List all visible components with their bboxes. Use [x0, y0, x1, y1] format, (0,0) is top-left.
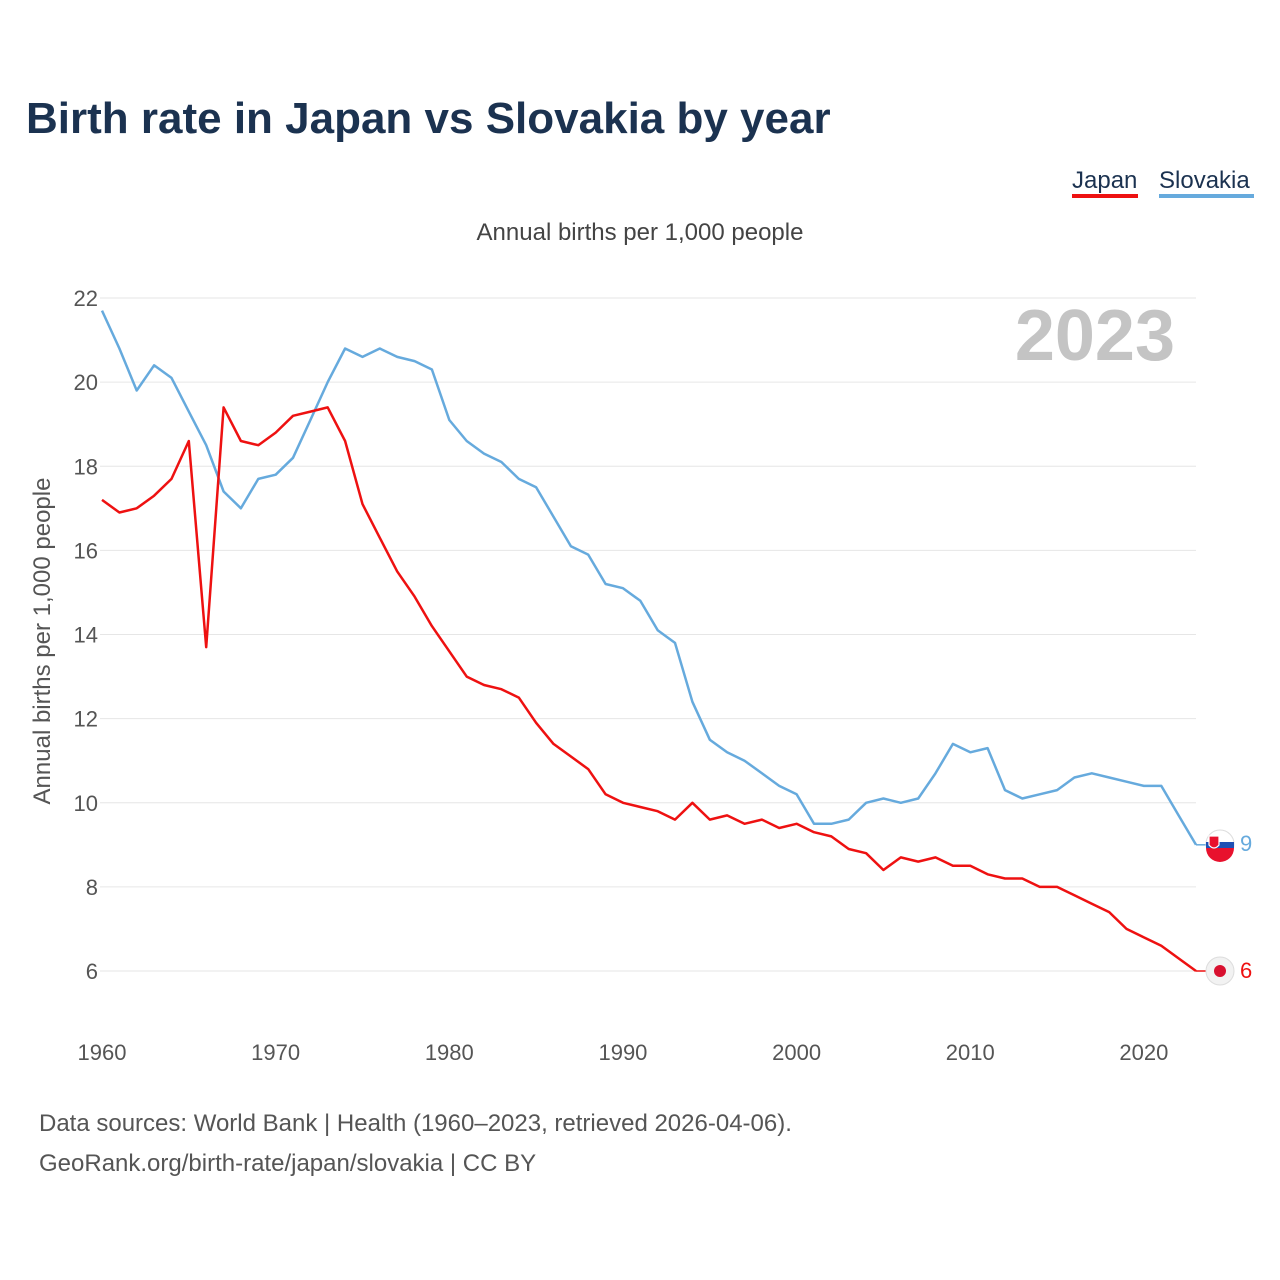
y-tick-label: 20 — [74, 370, 98, 395]
x-tick-label: 1990 — [598, 1040, 647, 1065]
chart-subtitle: Annual births per 1,000 people — [477, 219, 804, 246]
x-axis-ticks: 1960 1970 1980 1990 2000 2010 2020 — [78, 1040, 1169, 1065]
y-tick-label: 6 — [86, 959, 98, 984]
y-tick-label: 8 — [86, 875, 98, 900]
y-axis-label: Annual births per 1,000 people — [29, 478, 56, 805]
series-lines — [100, 310, 1206, 973]
y-tick-label: 14 — [74, 623, 98, 648]
legend[interactable]: Japan Slovakia — [1072, 167, 1254, 198]
japan-end-value: 6 — [1240, 958, 1252, 983]
y-axis-ticks: 6 8 10 12 14 16 18 20 22 — [74, 286, 98, 984]
x-tick-label: 2020 — [1119, 1040, 1168, 1065]
y-tick-label: 18 — [74, 454, 98, 479]
legend-item-japan[interactable]: Japan — [1072, 167, 1137, 194]
x-tick-label: 2010 — [946, 1040, 995, 1065]
x-tick-label: 1960 — [78, 1040, 127, 1065]
legend-swatch-japan — [1072, 194, 1138, 198]
chart-title: Birth rate in Japan vs Slovakia by year — [26, 94, 831, 143]
legend-item-slovakia[interactable]: Slovakia — [1159, 167, 1250, 194]
japan-flag-sun — [1214, 965, 1226, 977]
slovakia-end-marker: 9 — [1205, 829, 1252, 862]
series-line-japan — [101, 406, 1197, 973]
x-tick-label: 1980 — [425, 1040, 474, 1065]
x-tick-label: 1970 — [251, 1040, 300, 1065]
japan-end-marker: 6 — [1205, 956, 1252, 986]
slovakia-end-value: 9 — [1240, 831, 1252, 856]
series-line-slovakia — [100, 310, 1198, 846]
slovakia-flag-red-band — [1206, 848, 1234, 862]
footer-link[interactable]: GeoRank.org/birth-rate/japan/slovakia | … — [39, 1150, 536, 1177]
footer-sources: Data sources: World Bank | Health (1960–… — [39, 1110, 792, 1137]
legend-swatch-slovakia — [1159, 194, 1254, 198]
y-tick-label: 12 — [74, 707, 98, 732]
y-tick-label: 16 — [74, 538, 98, 563]
highlight-year: 2023 — [1015, 296, 1175, 376]
y-tick-label: 22 — [74, 286, 98, 311]
gridlines — [100, 297, 1196, 972]
x-tick-label: 2000 — [772, 1040, 821, 1065]
y-tick-label: 10 — [74, 791, 98, 816]
slovakia-flag-emblem-icon — [1208, 835, 1220, 849]
